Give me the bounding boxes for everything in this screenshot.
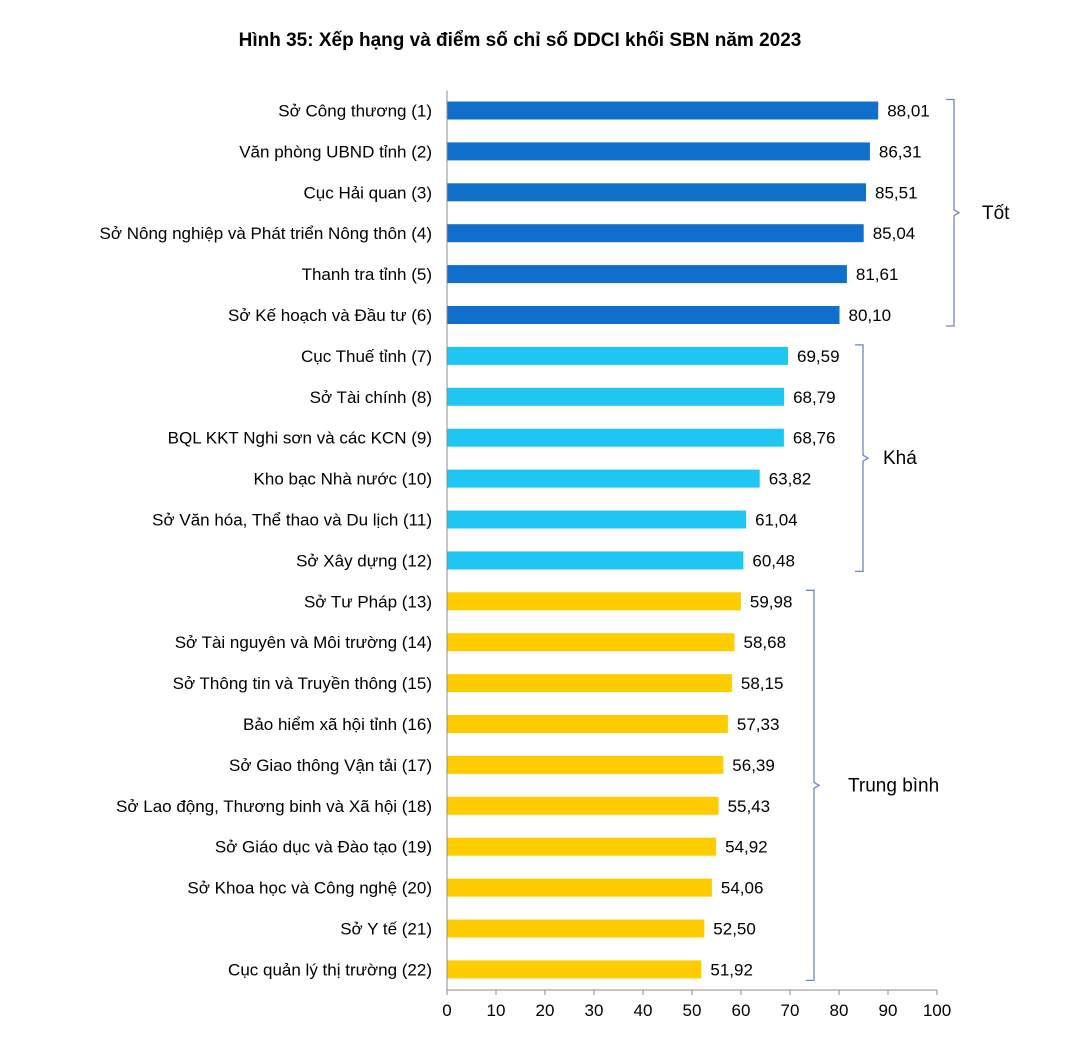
bar <box>447 551 744 570</box>
category-label: Sở Y tế (21) <box>340 920 432 939</box>
x-tick-label: 80 <box>830 1001 849 1020</box>
data-label: 69,59 <box>797 347 840 366</box>
x-tick-label: 60 <box>732 1001 751 1020</box>
bar <box>447 919 705 938</box>
group-bracket <box>806 589 821 982</box>
bar <box>447 755 724 774</box>
category-label: Sở Giáo dục và Đào tạo (19) <box>215 838 432 857</box>
bar <box>447 469 760 488</box>
x-tick-label: 10 <box>487 1001 506 1020</box>
data-label: 63,82 <box>769 470 812 489</box>
category-label: Sở Thông tin và Truyền thông (15) <box>173 674 432 693</box>
category-label: Sở Kế hoạch và Đầu tư (6) <box>228 306 432 325</box>
bars-layer <box>447 101 879 979</box>
data-label: 85,51 <box>875 183 918 202</box>
x-tick-label: 70 <box>781 1001 800 1020</box>
category-label: Sở Tài chính (8) <box>310 388 432 407</box>
category-label: BQL KKT Nghi sơn và các KCN (9) <box>168 429 432 448</box>
category-label: Thanh tra tỉnh (5) <box>302 265 432 284</box>
x-tick-label: 20 <box>536 1001 555 1020</box>
category-label: Cục quản lý thị trường (22) <box>228 960 432 979</box>
category-label: Sở Tài nguyên và Môi trường (14) <box>175 633 432 652</box>
bar <box>447 306 840 324</box>
group-bracket <box>855 344 870 573</box>
category-label: Kho bạc Nhà nước (10) <box>254 470 432 489</box>
category-label: Sở Tư Pháp (13) <box>304 592 432 611</box>
category-label: Sở Văn hóa, Thể thao và Du lịch (11) <box>152 511 432 530</box>
value-labels: 88,01 86,31 85,51 85,04 81,61 80,10 69,59 68,79… <box>710 102 929 980</box>
category-label: Sở Lao động, Thương binh và Xã hội (18) <box>116 797 432 816</box>
bar <box>447 837 717 856</box>
bar <box>447 265 847 284</box>
data-label: 68,76 <box>793 429 836 448</box>
category-label: Bảo hiểm xã hội tỉnh (16) <box>243 715 432 734</box>
x-tick-label: 30 <box>585 1001 604 1020</box>
bar <box>447 674 732 693</box>
data-label: 52,50 <box>713 920 756 939</box>
data-label: 80,10 <box>849 306 892 325</box>
data-label: 54,92 <box>725 838 768 857</box>
category-label: Cục Hải quan (3) <box>303 183 432 202</box>
data-label: 61,04 <box>755 511 798 530</box>
data-label: 51,92 <box>710 960 753 979</box>
bar <box>447 101 879 120</box>
bar <box>447 960 702 979</box>
bar <box>447 633 735 652</box>
category-labels: Sở Công thương (1) Văn phòng UBND tỉnh (2… <box>100 102 432 980</box>
category-label: Sở Nông nghiệp và Phát triển Nông thôn (… <box>100 224 432 243</box>
x-tick-label: 50 <box>683 1001 702 1020</box>
group-bracket <box>946 98 961 327</box>
data-label: 57,33 <box>737 715 780 734</box>
data-label: 58,15 <box>741 674 784 693</box>
bar <box>447 346 788 365</box>
bar <box>447 796 719 815</box>
bar <box>447 878 712 897</box>
x-tick-label: 100 <box>923 1001 951 1020</box>
bar <box>447 510 747 529</box>
data-label: 55,43 <box>728 797 771 816</box>
data-label: 59,98 <box>750 592 793 611</box>
group-label: Trung bình <box>848 775 939 796</box>
chart-title: Hình 35: Xếp hạng và điểm số chỉ số DDCI… <box>239 30 802 51</box>
data-label: 60,48 <box>752 551 795 570</box>
bar <box>447 387 785 406</box>
category-label: Văn phòng UBND tỉnh (2) <box>239 142 432 161</box>
data-label: 58,68 <box>744 633 787 652</box>
bar <box>447 183 866 202</box>
category-label: Sở Xây dựng (12) <box>296 551 432 570</box>
x-tick-label: 40 <box>634 1001 653 1020</box>
bar <box>447 142 870 161</box>
data-label: 81,61 <box>856 265 899 284</box>
category-label: Sở Giao thông Vận tải (17) <box>229 756 432 775</box>
bar <box>447 428 784 447</box>
data-label: 56,39 <box>732 756 775 775</box>
x-tick-label: 90 <box>879 1001 898 1020</box>
category-label: Sở Công thương (1) <box>278 102 432 121</box>
data-label: 86,31 <box>879 142 922 161</box>
bar <box>447 715 728 733</box>
data-label: 88,01 <box>887 102 930 121</box>
category-label: Sở Khoa học và Công nghệ (20) <box>187 879 432 898</box>
bar <box>447 592 741 611</box>
group-brackets: Tốt Khá Trung bình <box>806 98 1010 982</box>
group-label: Tốt <box>982 203 1010 224</box>
group-label: Khá <box>883 448 917 469</box>
data-label: 54,06 <box>721 879 764 898</box>
category-label: Cục Thuế tỉnh (7) <box>301 347 432 366</box>
bar <box>447 224 864 243</box>
data-label: 85,04 <box>873 224 916 243</box>
data-label: 68,79 <box>793 388 836 407</box>
x-axis: 0 10 20 30 40 50 60 70 80 90 100 <box>442 90 951 1020</box>
x-tick-label: 0 <box>442 1001 451 1020</box>
